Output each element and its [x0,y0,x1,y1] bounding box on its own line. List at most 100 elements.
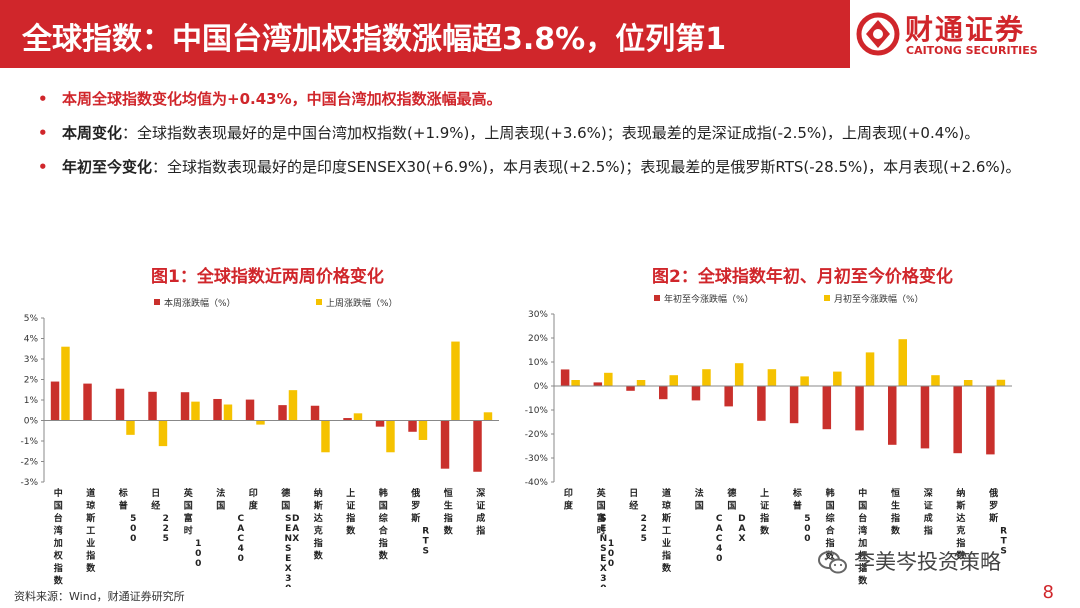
watermark-text: 李美岑投资策略 [854,550,1001,574]
y-tick-label: 30% [528,310,548,320]
bullet-dot-icon: • [38,158,48,176]
bar-series-2 [604,372,613,386]
bar-series-2 [353,413,363,421]
bar-series-2 [702,369,711,386]
y-tick-label: 20% [528,334,548,344]
x-tick-label: 纳斯达克指数 [314,487,324,562]
bar-series-2 [223,404,233,421]
legend-swatch [316,299,322,305]
x-tick-label: 韩国综合指数 [379,487,389,562]
x-tick-label: 日经 225 [619,488,649,541]
bar-series-1 [789,386,799,424]
bar-series-2 [288,390,298,421]
bar-series-1 [953,386,962,454]
bar-series-1 [310,405,320,421]
bar-series-2 [996,379,1006,386]
bar-series-1 [148,391,157,421]
y-tick-label: -2% [20,458,38,468]
legend-label: 本周涨跌幅（%） [164,297,236,309]
bar-series-2 [865,352,875,386]
y-tick-label: -10% [525,406,549,416]
chart-1-title: 图1：全球指数近两周价格变化 [151,267,384,287]
bullet-text: 本周全球指数变化均值为+0.43%，中国台湾加权指数涨幅最高。 [62,90,502,108]
bar-series-1 [560,369,570,386]
bar-series-2 [833,371,842,386]
y-tick-label: -1% [20,437,38,447]
bar-series-1 [473,420,482,472]
watermark: 李美岑投资策略 [818,546,1001,576]
x-tick-label: 标普 500 [782,487,812,541]
x-tick-label: 恒生指数 [891,487,901,537]
page-number: 8 [1042,582,1054,603]
x-tick-label: 深证成指 [476,487,485,537]
y-tick-label: 3% [24,355,39,365]
y-tick-label: 0% [534,382,549,392]
legend-swatch [824,295,830,301]
x-tick-label: 上证指数 [760,487,770,537]
header-bar: 全球指数：中国台湾加权指数涨幅超3.8%，位列第1 财通证券 CAITONG S… [0,0,1080,68]
bar-series-1 [213,398,222,421]
bullet-ytd: • 年初至今变化：全球指数表现最好的是印度SENSEX30(+6.9%)，本月表… [38,156,1048,178]
bar-series-2 [483,412,493,421]
bar-series-1 [626,386,635,391]
bullet-list: • 本周全球指数变化均值为+0.43%，中国台湾加权指数涨幅最高。 • 本周变化… [38,88,1048,190]
bar-series-2 [191,401,200,421]
y-tick-label: 2% [24,376,39,386]
bar-series-1 [724,386,733,407]
x-tick-label: 上证指数 [346,487,356,537]
x-tick-label: 中国台湾加权指数 [857,487,868,587]
bar-series-2 [61,346,70,421]
y-tick-label: -30% [525,454,549,464]
x-tick-label: 英国富时 100 [586,487,616,566]
x-tick-label: 日经 225 [141,488,171,541]
bar-series-1 [658,386,668,400]
bar-series-1 [343,418,352,421]
x-tick-label: 法国 CAC40 [674,487,724,561]
x-tick-label: 深证成指 [924,487,933,537]
bar-series-1 [50,381,60,421]
x-tick-label: 韩国综合指数 [826,487,836,562]
x-tick-label: 法国 CAC40 [196,487,246,561]
bullet-weekly: • 本周变化：全球指数表现最好的是中国台湾加权指数(+1.9%)，上周表现(+3… [38,122,1048,144]
y-tick-label: 4% [24,335,39,345]
x-tick-label: 道琼斯工业指数 [86,487,96,574]
y-tick-label: -40% [525,478,549,488]
y-tick-label: 1% [24,396,39,406]
x-tick-label: 标普 500 [108,487,138,541]
bar-series-2 [636,380,646,386]
bar-series-1 [440,420,450,469]
bar-series-2 [669,375,679,386]
logo-name: 财通证券 [905,13,1026,46]
chart-1: 本周涨跌幅（%） 上周涨跌幅（%） 5% 4% 3% 2% 1% 0% -1% -2% -3% 中国台… [20,297,499,587]
bar-series-1 [375,420,385,427]
logo: 财通证券 CAITONG SECURITIES [850,0,1080,68]
legend-label: 月初至今涨跌幅（%） [834,293,924,305]
legend-swatch [154,299,160,305]
bar-series-2 [386,420,395,453]
legend-label: 上周涨跌幅（%） [326,297,398,309]
bar-series-1 [757,386,766,421]
bullet-label: 本周变化 [62,124,123,142]
bar-series-1 [691,386,701,401]
y-tick-label: -20% [525,430,549,440]
x-tick-label: 德国 DAX [717,487,747,541]
logo-mark-icon [856,12,900,56]
x-tick-label: 德国 DAX [271,487,301,541]
bullet-text: ：全球指数表现最好的是印度SENSEX30(+6.9%)，本月表现(+2.5%)… [152,158,1021,176]
bar-series-2 [963,380,973,386]
legend-swatch [654,295,660,301]
bar-series-2 [767,369,777,386]
legend-label: 年初至今涨跌幅（%） [664,293,754,305]
bar-series-1 [822,386,832,430]
x-tick-label: 恒生指数 [444,487,454,537]
bullet-dot-icon: • [38,124,48,142]
bar-series-1 [887,386,897,445]
bar-series-1 [278,405,287,421]
bar-series-1 [855,386,864,431]
bar-series-2 [126,420,135,435]
bar-series-1 [115,388,125,421]
logo-en: CAITONG SECURITIES [906,44,1038,57]
y-tick-label: 0% [24,417,39,427]
bar-series-2 [321,420,330,453]
wechat-icon [818,551,847,574]
